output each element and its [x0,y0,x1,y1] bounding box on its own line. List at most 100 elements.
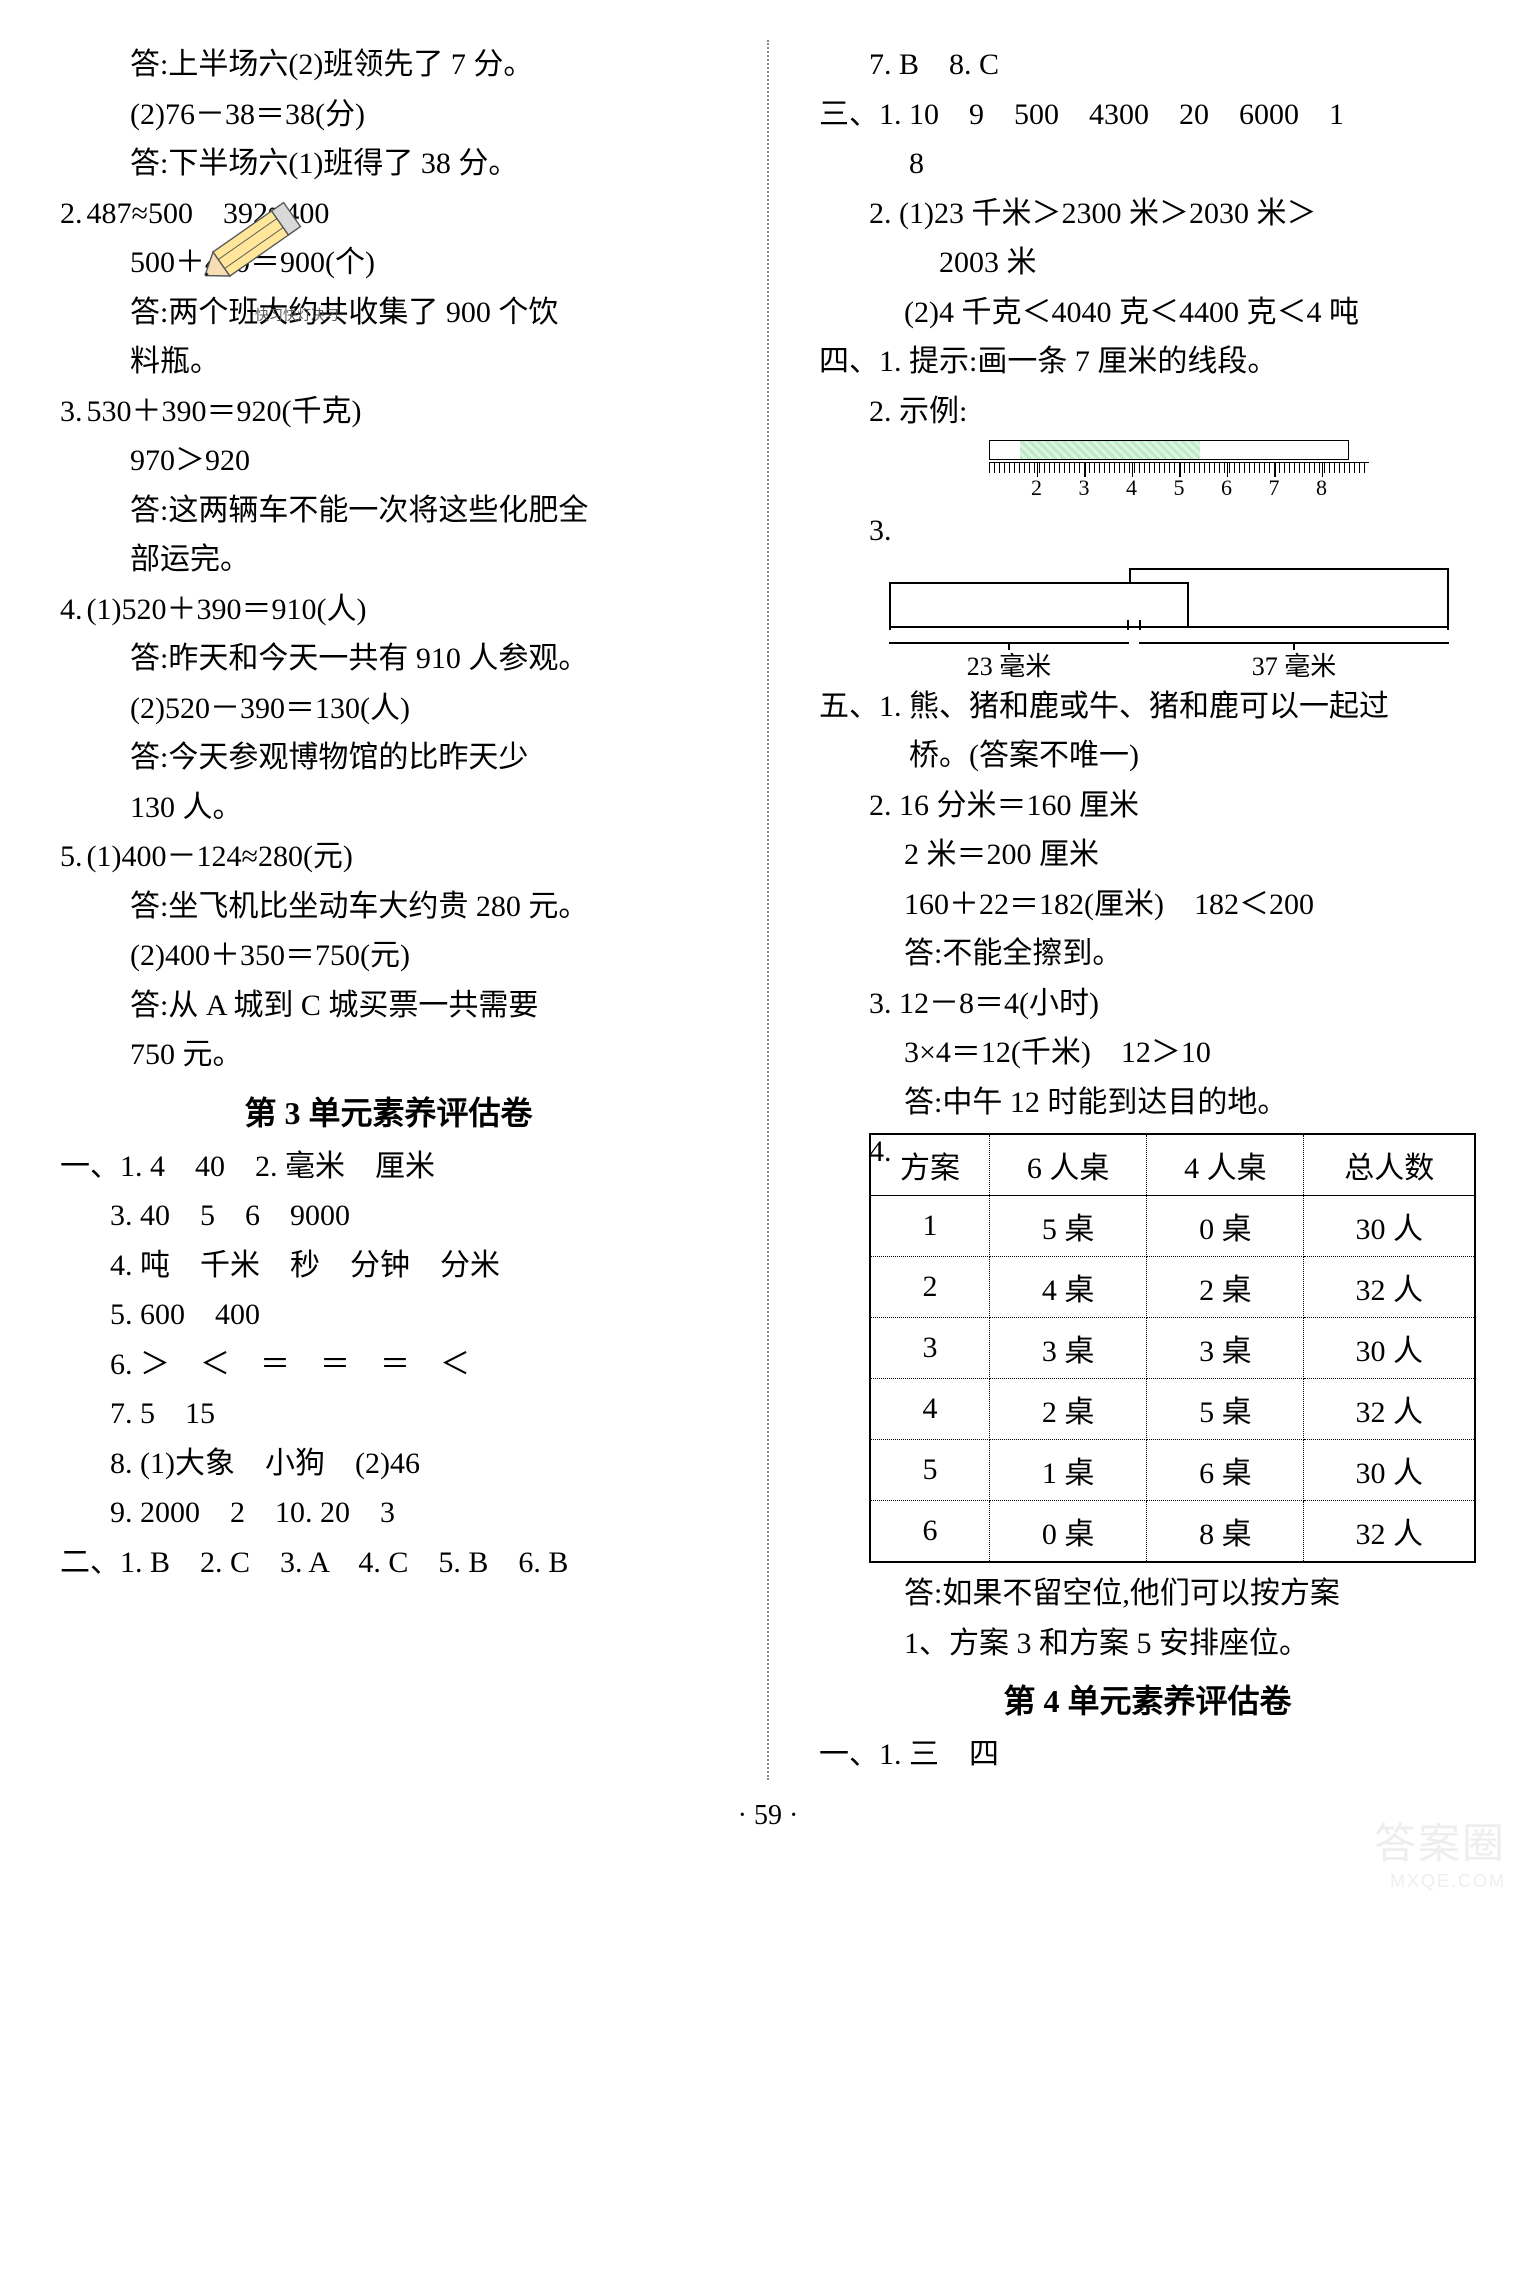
text-line: 4. 吨 千米 秒 分钟 分米 [60,1241,717,1291]
text-line: 三、1. 10 9 500 4300 20 6000 1 [819,90,1476,140]
table-cell: 32 人 [1304,1379,1475,1440]
text-line: 部运完。 [60,535,717,585]
table-cell: 2 桌 [989,1379,1146,1440]
page-number: · 59 · [60,1800,1476,1832]
table-header: 6 人桌 [989,1134,1146,1196]
ruler-tick-label: 6 [1221,475,1232,501]
table-cell: 30 人 [1304,1318,1475,1379]
text-line: 500＋400＝900(个) [60,238,717,288]
table-row: 60 桌8 桌32 人 [870,1501,1475,1563]
item-number: 4. [60,593,87,626]
item-text: (1)520＋390＝910(人) [87,593,367,626]
table-cell: 3 桌 [1147,1318,1304,1379]
dimension-row: 23 毫米 37 毫米 [889,628,1449,676]
text-line: 料瓶。 [60,337,717,387]
text-line: 7. B 8. C [819,40,1476,90]
table-row: 15 桌0 桌30 人 [870,1196,1475,1257]
text-line: 3. 12－8＝4(小时) [819,979,1476,1029]
text-line: 3. [819,506,1476,556]
text-line: 970＞920 [60,436,717,486]
item-number: 3. [60,395,87,428]
text-line: 3. 40 5 6 9000 [60,1191,717,1241]
text-line: (2)4 千克＜4040 克＜4400 克＜4 吨 [819,288,1476,338]
text-line: 答:今天参观博物馆的比昨天少 [60,733,717,783]
text-line: 2003 米 [819,238,1476,288]
text-line: 二、1. B 2. C 3. A 4. C 5. B 6. B [60,1538,717,1588]
brace-2 [1139,628,1449,644]
text-line: 一、1. 4 40 2. 毫米 厘米 [60,1142,717,1192]
item-number: 5. [60,840,87,873]
text-line: (2)76－38＝38(分) [60,90,717,140]
text-line: 答:下半场六(1)班得了 38 分。 [60,139,717,189]
text-line: 答:坐飞机比坐动车大约贵 280 元。 [60,882,717,932]
rect-diagram: 23 毫米 37 毫米 [889,562,1476,676]
text-line: 6. ＞ ＜ ＝ ＝ ＝ ＜ [60,1340,717,1390]
text-line: 2 米＝200 厘米 [819,830,1476,880]
table-cell: 0 桌 [1147,1196,1304,1257]
text-line: 答:从 A 城到 C 城买票一共需要 [60,981,717,1031]
table-row: 42 桌5 桌32 人 [870,1379,1475,1440]
table-cell: 5 桌 [1147,1379,1304,1440]
text-line: 8 [819,139,1476,189]
ruler-tick-label: 5 [1174,475,1185,501]
text-line: 8. (1)大象 小狗 (2)46 [60,1439,717,1489]
ruler-ticks: 2345678 [989,462,1369,498]
table-cell: 1 [870,1196,989,1257]
dim-label-2: 37 毫米 [1252,646,1337,683]
text-line: 一、1. 三 四 [819,1730,1476,1780]
text-line: (2)400＋350＝750(元) [60,931,717,981]
table-cell: 3 [870,1318,989,1379]
left-column: 答:上半场六(2)班领先了 7 分。 (2)76－38＝38(分) 答:下半场六… [60,40,717,1780]
table-cell: 0 桌 [989,1501,1146,1563]
item-number: 2. [60,197,87,230]
ruler-tick-label: 2 [1031,475,1042,501]
right-column: 7. B 8. C 三、1. 10 9 500 4300 20 6000 1 8… [819,40,1476,1780]
table-cell: 2 [870,1257,989,1318]
table-cell: 5 [870,1440,989,1501]
table-cell: 5 桌 [989,1196,1146,1257]
item-text: 2. 示例: [869,395,967,428]
ruler-tick-label: 7 [1269,475,1280,501]
text-line: 130 人。 [60,783,717,833]
table-cell: 3 桌 [989,1318,1146,1379]
column-divider [767,40,769,1780]
section-title-unit4: 第 4 单元素养评估卷 [819,1676,1476,1722]
rect-overlap [889,562,1449,628]
brace-1 [889,628,1129,644]
text-line: 1、方案 3 和方案 5 安排座位。 [819,1619,1476,1669]
item-number: 4. [819,1127,869,1177]
text-line: 答:上半场六(2)班领先了 7 分。 [60,40,717,90]
table-cell: 2 桌 [1147,1257,1304,1318]
ruler-shaded [1020,441,1200,459]
text-line: 750 元。 [60,1030,717,1080]
item-text: 530＋390＝920(千克) [87,395,362,428]
text-line: 答:两个班大约共收集了 900 个饮 [60,288,717,338]
table-cell: 4 [870,1379,989,1440]
text-line: 答:这两辆车不能一次将这些化肥全 [60,486,717,536]
text-line: 答:不能全擦到。 [819,929,1476,979]
table-cell: 6 桌 [1147,1440,1304,1501]
text-line: 2.487≈500 392≈400 [60,189,717,239]
plan-table: 方案6 人桌4 人桌总人数 15 桌0 桌30 人24 桌2 桌32 人33 桌… [869,1133,1476,1563]
text-line: 160＋22＝182(厘米) 182＜200 [819,880,1476,930]
text-line: 9. 2000 2 10. 20 3 [60,1488,717,1538]
text-line: 5. 600 400 [60,1290,717,1340]
page-columns: 答:上半场六(2)班领先了 7 分。 (2)76－38＝38(分) 答:下半场六… [60,40,1476,1780]
text-line: (2)520－390＝130(人) [60,684,717,734]
text-line: 3.530＋390＝920(千克) [60,387,717,437]
ruler-tick-label: 3 [1079,475,1090,501]
table-row: 33 桌3 桌30 人 [870,1318,1475,1379]
dim-label-1: 23 毫米 [967,646,1052,683]
ruler-tick-label: 4 [1126,475,1137,501]
text-line: 桥。(答案不唯一) [819,731,1476,781]
text-line: 5.(1)400－124≈280(元) [60,832,717,882]
text-line: 2. 16 分米＝160 厘米 [819,781,1476,831]
table-cell: 30 人 [1304,1196,1475,1257]
table-cell: 4 桌 [989,1257,1146,1318]
table-row: 51 桌6 桌30 人 [870,1440,1475,1501]
text-line: 四、1. 提示:画一条 7 厘米的线段。 [819,337,1476,387]
text-line: 3×4＝12(千米) 12＞10 [819,1028,1476,1078]
text-line: 答:如果不留空位,他们可以按方案 [819,1569,1476,1619]
text-line: 7. 5 15 [60,1389,717,1439]
table-cell: 8 桌 [1147,1501,1304,1563]
